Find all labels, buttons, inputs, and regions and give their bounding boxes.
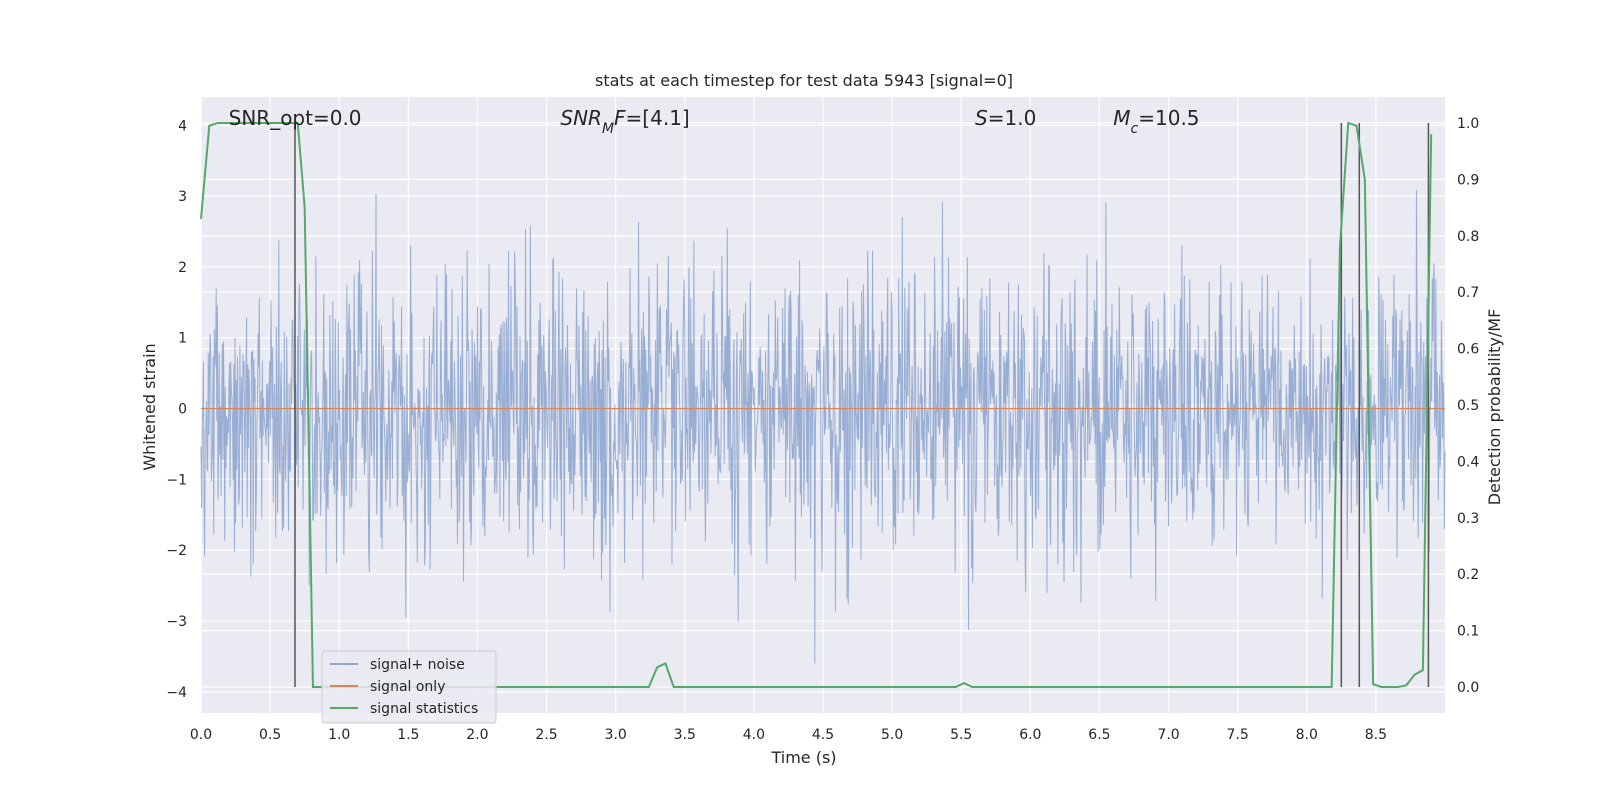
y2-tick-label: 0.3 xyxy=(1457,511,1479,527)
x-tick-label: 8.5 xyxy=(1365,727,1387,743)
detection-markers xyxy=(294,122,1430,688)
x-tick-label: 0.5 xyxy=(259,727,281,743)
annotation-part: F xyxy=(614,106,626,130)
y2-axis-ticks: 1.0 0.9 0.8 0.7 0.6 0.5 0.4 0.3 0.2 0.1 0.0 xyxy=(1457,116,1479,696)
y-tick-label: −3 xyxy=(166,614,187,630)
y2-tick-label: 0.7 xyxy=(1457,285,1479,301)
x-tick-label: 4.0 xyxy=(743,727,765,743)
x-tick-label: 3.5 xyxy=(674,727,696,743)
y-tick-label: −1 xyxy=(166,472,187,488)
x-tick-label: 1.0 xyxy=(328,727,350,743)
annotation-part: M xyxy=(1113,106,1130,130)
annotation-3: Mc=10.5 xyxy=(1113,106,1199,137)
y2-tick-label: 0.1 xyxy=(1457,624,1479,640)
x-tick-label: 7.0 xyxy=(1157,727,1179,743)
x-tick-label: 7.5 xyxy=(1227,727,1249,743)
y-tick-label: 0 xyxy=(178,402,187,418)
x-tick-label: 5.5 xyxy=(950,727,972,743)
y2-axis-label: Detection probability/MF xyxy=(1485,309,1504,506)
annotation-part: =1.0 xyxy=(988,106,1037,130)
y2-tick-label: 0.6 xyxy=(1457,342,1479,358)
x-tick-label: 6.0 xyxy=(1019,727,1041,743)
annotation-2: S=1.0 xyxy=(975,106,1036,130)
y-tick-label: 2 xyxy=(178,260,187,276)
y-tick-label: 4 xyxy=(178,118,187,134)
chart-title: stats at each timestep for test data 594… xyxy=(595,71,1013,90)
legend-label-signal-only: signal only xyxy=(370,679,445,695)
signal-statistics-series xyxy=(200,121,1433,689)
signal-noise-series xyxy=(200,190,1446,664)
x-tick-label: 6.5 xyxy=(1088,727,1110,743)
legend-label-signal-statistics: signal statistics xyxy=(370,701,478,717)
signal-noise-line xyxy=(200,190,1446,664)
x-axis-label: Time (s) xyxy=(770,748,836,767)
y2-tick-label: 0.5 xyxy=(1457,398,1479,414)
y2-tick-label: 0.9 xyxy=(1457,172,1479,188)
y-tick-label: 1 xyxy=(178,331,187,347)
annotation-part: c xyxy=(1131,121,1139,137)
legend: signal+ noise signal only signal statist… xyxy=(321,650,497,724)
legend-label-signal-noise: signal+ noise xyxy=(370,657,465,673)
x-tick-label: 4.5 xyxy=(812,727,834,743)
x-tick-label: 2.0 xyxy=(466,727,488,743)
y2-tick-label: 0.8 xyxy=(1457,229,1479,245)
legend-box xyxy=(321,650,497,724)
y2-tick-label: 1.0 xyxy=(1457,116,1479,132)
x-tick-label: 3.0 xyxy=(605,727,627,743)
signal-statistics-line xyxy=(200,121,1433,689)
y-tick-label: 3 xyxy=(178,189,187,205)
annotations: SNR_opt=0.0 SNRMF=[4.1] S=1.0 Mc=10.5 xyxy=(229,106,1200,137)
x-tick-label: 5.0 xyxy=(881,727,903,743)
x-tick-label: 1.5 xyxy=(397,727,419,743)
annotation-part: S xyxy=(975,106,988,130)
y2-tick-label: 0.0 xyxy=(1457,680,1479,696)
y-axis-ticks: 4 3 2 1 0 −1 −2 −3 −4 xyxy=(166,118,187,700)
annotation-part: SNR xyxy=(560,106,602,130)
x-tick-label: 8.0 xyxy=(1296,727,1318,743)
y2-tick-label: 0.2 xyxy=(1457,567,1479,583)
y-tick-label: −2 xyxy=(166,543,187,559)
x-axis-ticks: 0.0 0.5 1.0 1.5 2.0 2.5 3.0 3.5 4.0 4.5 5.0 5.5 6.0 6… xyxy=(190,727,1387,743)
x-tick-label: 0.0 xyxy=(190,727,212,743)
annotation-part: M xyxy=(602,121,614,137)
annotation-part: =[4.1] xyxy=(626,106,690,130)
annotation-0: SNR_opt=0.0 xyxy=(229,106,362,130)
annotation-part: =10.5 xyxy=(1138,106,1199,130)
annotation-1: SNRMF=[4.1] xyxy=(560,106,689,137)
x-tick-label: 2.5 xyxy=(535,727,557,743)
y2-tick-label: 0.4 xyxy=(1457,454,1479,470)
y-axis-label: Whitened strain xyxy=(140,343,159,470)
y-tick-label: −4 xyxy=(166,685,187,701)
